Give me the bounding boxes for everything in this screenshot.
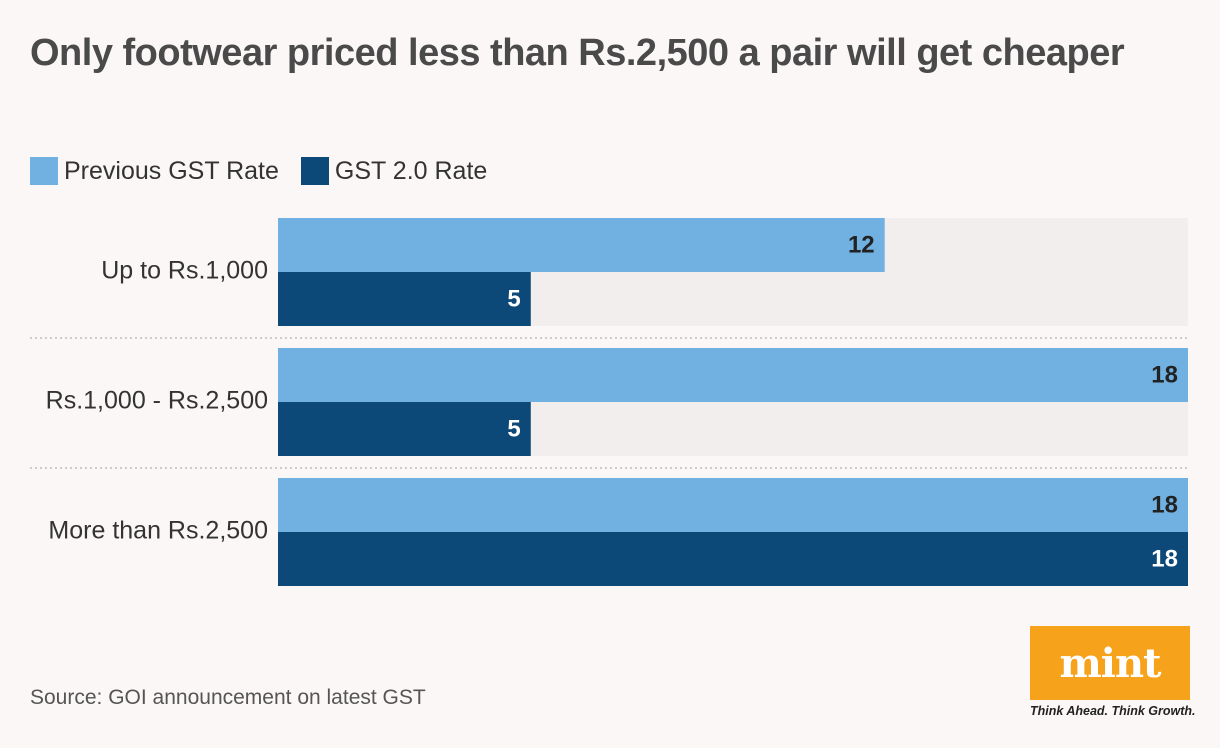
data-label: 12	[848, 231, 875, 258]
bar-previous	[278, 218, 885, 272]
bar-previous	[278, 478, 1188, 532]
bar-gst2	[278, 532, 1188, 586]
legend-swatch-gst2	[300, 157, 329, 185]
tagline: Think Ahead. Think Growth.	[1030, 704, 1196, 718]
bar-previous	[278, 348, 1188, 402]
bar-gst2	[278, 272, 531, 326]
data-label: 18	[1151, 361, 1178, 388]
category-label: Up to Rs.1,000	[101, 257, 268, 285]
bar-gst2	[278, 402, 531, 456]
legend-label-gst2: GST 2.0 Rate	[334, 156, 488, 185]
data-label: 5	[507, 285, 520, 312]
logo-text: mint	[1059, 639, 1161, 687]
category-label: Rs.1,000 - Rs.2,500	[46, 387, 268, 415]
legend-item-previous: Previous GST Rate	[30, 157, 279, 186]
legend-swatch-previous	[30, 157, 58, 185]
data-label: 18	[1151, 491, 1178, 518]
chart-title: Only footwear priced less than Rs.2,500 …	[30, 32, 1125, 74]
legend-item-gst2: GST 2.0 Rate	[300, 156, 488, 186]
data-label: 18	[1151, 545, 1178, 572]
data-label: 5	[507, 415, 520, 442]
legend: Previous GST Rate GST 2.0 Rate	[30, 155, 509, 187]
category-label: More than Rs.2,500	[48, 517, 268, 545]
bar-chart: Up to Rs.1,000 12 5 Rs.1,000 - Rs.2,500 18 5 M…	[30, 218, 1188, 586]
source-note: Source: GOI announcement on latest GST	[30, 686, 426, 709]
legend-label-previous: Previous GST Rate	[64, 156, 279, 185]
mint-logo: mint	[1030, 626, 1190, 700]
